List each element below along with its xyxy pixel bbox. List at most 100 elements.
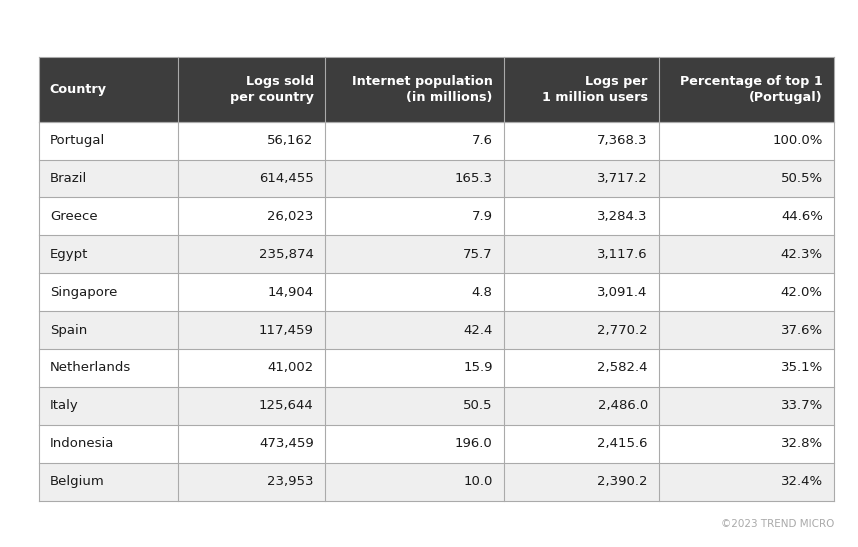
Bar [325,463,504,501]
Text: 15.9: 15.9 [463,362,492,374]
Bar [325,311,504,349]
Text: 44.6%: 44.6% [781,210,823,223]
Text: 3,091.4: 3,091.4 [597,286,648,299]
Text: ©2023 TREND MICRO: ©2023 TREND MICRO [721,520,834,529]
Bar [39,387,178,424]
Text: 50.5: 50.5 [463,399,492,412]
Text: Spain: Spain [50,323,87,336]
Text: Internet population
(in millions): Internet population (in millions) [352,75,492,104]
Text: 196.0: 196.0 [455,437,492,450]
Text: 42.4: 42.4 [463,323,492,336]
Bar [178,121,325,160]
Text: 4.8: 4.8 [472,286,492,299]
Text: 7.6: 7.6 [472,134,492,147]
Text: Country: Country [50,83,106,96]
Text: Belgium: Belgium [50,475,105,488]
Text: Singapore: Singapore [50,286,118,299]
Text: 32.8%: 32.8% [781,437,823,450]
Text: 37.6%: 37.6% [781,323,823,336]
Bar [659,424,834,463]
Bar [325,235,504,273]
Bar [178,424,325,463]
Text: Egypt: Egypt [50,248,88,261]
Text: 41,002: 41,002 [268,362,314,374]
Text: 42.3%: 42.3% [781,248,823,261]
Bar [659,235,834,273]
Text: 14,904: 14,904 [268,286,314,299]
Bar [39,235,178,273]
Bar [659,197,834,235]
Text: 26,023: 26,023 [268,210,314,223]
Bar [325,197,504,235]
Text: 32.4%: 32.4% [781,475,823,488]
Text: 2,582.4: 2,582.4 [597,362,648,374]
Bar [39,424,178,463]
Bar [504,235,659,273]
Text: 75.7: 75.7 [463,248,492,261]
Text: 7.9: 7.9 [472,210,492,223]
Bar [178,463,325,501]
Bar [178,387,325,424]
Text: 3,717.2: 3,717.2 [597,172,648,185]
Bar [178,160,325,197]
Text: 2,770.2: 2,770.2 [597,323,648,336]
Bar [178,235,325,273]
Text: 125,644: 125,644 [259,399,314,412]
Bar [659,121,834,160]
Text: Italy: Italy [50,399,79,412]
Bar [325,387,504,424]
Text: 2,415.6: 2,415.6 [597,437,648,450]
Bar [39,311,178,349]
Bar [39,273,178,311]
Text: 165.3: 165.3 [455,172,492,185]
Text: Netherlands: Netherlands [50,362,131,374]
Bar [504,121,659,160]
Text: Indonesia: Indonesia [50,437,114,450]
Bar [178,311,325,349]
Bar [178,273,325,311]
Bar [178,197,325,235]
Bar [39,197,178,235]
Text: Percentage of top 1
(Portugal): Percentage of top 1 (Portugal) [680,75,823,104]
Bar [504,424,659,463]
Text: Logs per
1 million users: Logs per 1 million users [542,75,648,104]
Bar [39,121,178,160]
Bar [178,349,325,387]
Text: 33.7%: 33.7% [781,399,823,412]
Bar [504,349,659,387]
Text: 3,284.3: 3,284.3 [597,210,648,223]
Bar [325,160,504,197]
Text: Logs sold
per country: Logs sold per country [230,75,314,104]
Bar [39,463,178,501]
Text: 3,117.6: 3,117.6 [597,248,648,261]
Bar [659,463,834,501]
Text: 35.1%: 35.1% [781,362,823,374]
Bar [325,121,504,160]
Text: 50.5%: 50.5% [781,172,823,185]
Bar [325,349,504,387]
Text: 614,455: 614,455 [259,172,314,185]
Bar [325,273,504,311]
Bar [504,160,659,197]
Text: 42.0%: 42.0% [781,286,823,299]
Text: 23,953: 23,953 [268,475,314,488]
Text: Greece: Greece [50,210,98,223]
Text: Brazil: Brazil [50,172,87,185]
Bar [659,273,834,311]
Text: 56,162: 56,162 [268,134,314,147]
Text: 2,486.0: 2,486.0 [597,399,648,412]
Text: 100.0%: 100.0% [772,134,823,147]
Bar [325,424,504,463]
Text: 2,390.2: 2,390.2 [597,475,648,488]
Text: 473,459: 473,459 [259,437,314,450]
Bar [659,311,834,349]
Bar [504,387,659,424]
Bar [39,160,178,197]
Bar [659,160,834,197]
Text: Portugal: Portugal [50,134,105,147]
Bar [659,387,834,424]
Bar [39,349,178,387]
Text: 7,368.3: 7,368.3 [597,134,648,147]
Bar [504,273,659,311]
Text: 117,459: 117,459 [259,323,314,336]
